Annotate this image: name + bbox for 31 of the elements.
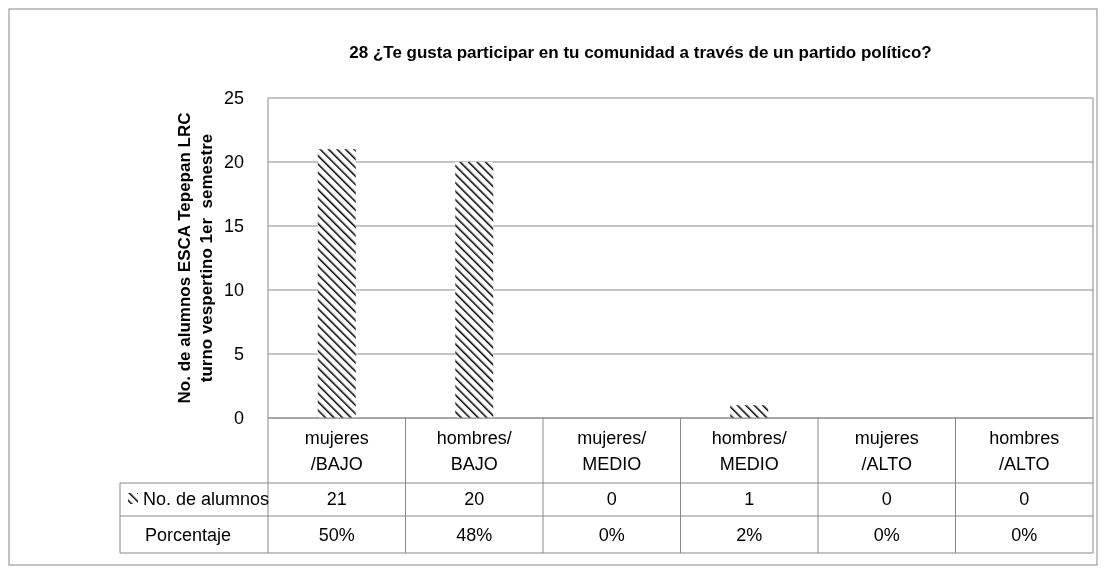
chart-title: 28 ¿Te gusta participar en tu comunidad a través de un partido político? — [349, 43, 932, 62]
y-tick-label: 10 — [223, 280, 244, 300]
x-tick-label: mujeres/ MEDIO — [577, 428, 647, 474]
y-tick-label: 0 — [233, 408, 244, 428]
bar — [730, 405, 769, 418]
data-label: 1 — [744, 489, 755, 509]
y-tick-label: 15 — [223, 216, 244, 236]
text: 0% — [1011, 525, 1038, 545]
x-tick-label: mujeres /ALTO — [854, 428, 919, 474]
text: 50% — [318, 525, 355, 545]
data-label: 0 — [881, 489, 892, 509]
text: 0% — [873, 525, 900, 545]
text: Porcentaje — [145, 525, 232, 545]
x-tick-label: hombres/ BAJO — [436, 428, 512, 474]
y-tick-label: 5 — [233, 344, 244, 364]
bar — [455, 162, 494, 418]
y-tick-label: 25 — [223, 88, 244, 108]
data-label: 0 — [606, 489, 617, 509]
text: 2% — [736, 525, 763, 545]
bar — [317, 149, 356, 418]
data-label: 20 — [464, 489, 485, 509]
legend-label: No. de alumnos — [143, 489, 270, 509]
x-tick-label: mujeres /BAJO — [304, 428, 369, 474]
data-label: 0 — [1019, 489, 1030, 509]
x-tick-label: hombres /ALTO — [989, 428, 1060, 474]
y-axis-title: No. de alumnos ESCA Tepepan LRC turno vespertino 1er semestre — [175, 112, 216, 404]
y-tick-label: 20 — [223, 152, 244, 172]
text: 0% — [598, 525, 625, 545]
x-tick-label: hombres/ MEDIO — [711, 428, 787, 474]
data-label: 21 — [326, 489, 347, 509]
text: 48% — [456, 525, 493, 545]
